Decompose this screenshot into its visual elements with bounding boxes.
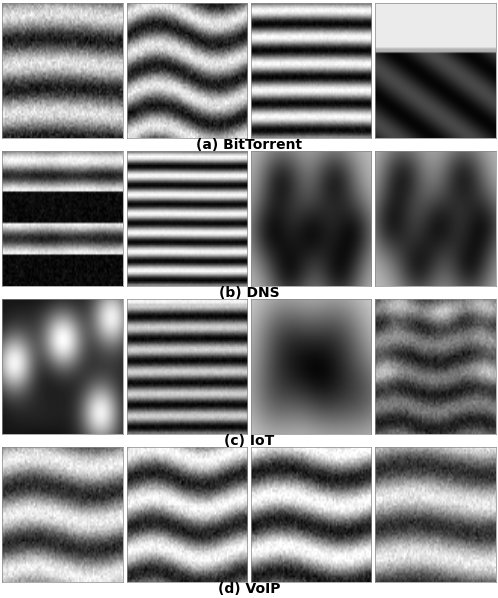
- Text: (c) IoT: (c) IoT: [224, 434, 274, 448]
- Text: (a) BitTorrent: (a) BitTorrent: [196, 138, 302, 152]
- Text: (b) DNS: (b) DNS: [219, 286, 279, 300]
- Text: (d) VoIP: (d) VoIP: [218, 582, 280, 596]
